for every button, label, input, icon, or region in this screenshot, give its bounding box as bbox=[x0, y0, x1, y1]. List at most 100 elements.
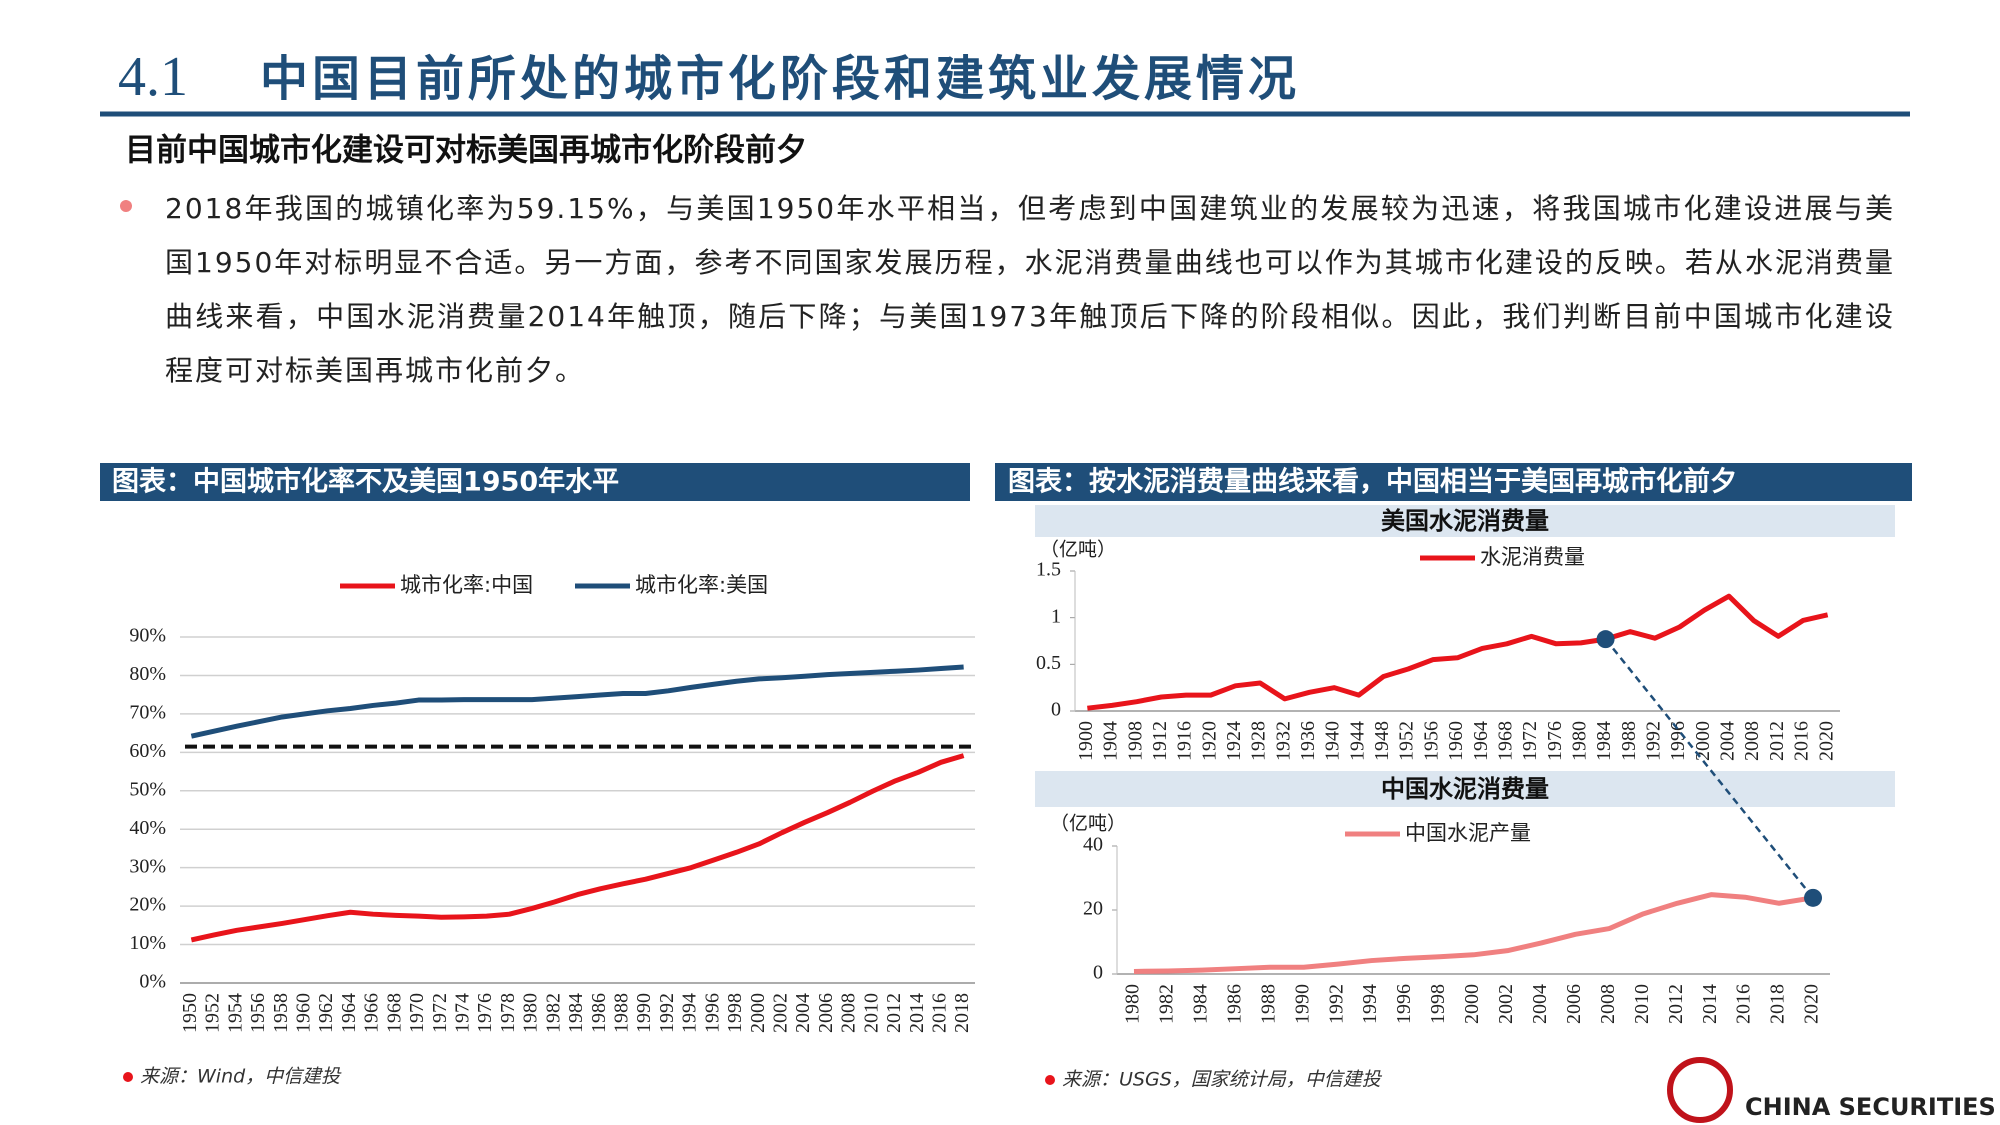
series-line bbox=[1133, 892, 1814, 974]
x-tick-label: 1998 bbox=[724, 993, 746, 1033]
x-tick-label: 1986 bbox=[588, 993, 610, 1033]
x-tick-label: 1952 bbox=[1396, 721, 1418, 761]
x-tick-label: 2012 bbox=[1665, 984, 1687, 1024]
x-tick-label: 1978 bbox=[497, 993, 519, 1033]
y-tick-label: 40% bbox=[129, 817, 166, 839]
x-tick-label: 1988 bbox=[1618, 721, 1640, 761]
section-number: 4.1 bbox=[118, 46, 188, 108]
y-tick-label: 40 bbox=[1083, 834, 1103, 856]
x-tick-label: 2004 bbox=[1529, 984, 1551, 1024]
chart-title-band bbox=[1035, 505, 1895, 537]
y-tick-label: 80% bbox=[129, 663, 166, 685]
x-tick-label: 1962 bbox=[315, 993, 337, 1033]
x-tick-label: 2012 bbox=[883, 993, 905, 1033]
x-tick-label: 2016 bbox=[1733, 984, 1755, 1024]
y-tick-label: 70% bbox=[129, 701, 166, 723]
y-unit: （亿吨） bbox=[1050, 813, 1126, 835]
chart-title: 美国水泥消费量 bbox=[1381, 507, 1549, 535]
x-tick-label: 2018 bbox=[951, 993, 973, 1033]
x-tick-label: 1980 bbox=[1568, 721, 1590, 761]
x-tick-label: 1988 bbox=[611, 993, 633, 1033]
x-tick-label: 1976 bbox=[1544, 721, 1566, 761]
x-tick-label: 1958 bbox=[270, 993, 292, 1033]
x-tick-label: 1968 bbox=[383, 993, 405, 1033]
x-tick-label: 2008 bbox=[1741, 721, 1763, 761]
x-tick-label: 1964 bbox=[1470, 721, 1492, 761]
x-tick-label: 1972 bbox=[1519, 721, 1541, 761]
x-tick-label: 2008 bbox=[1597, 984, 1619, 1024]
x-tick-label: 2002 bbox=[1495, 984, 1517, 1024]
x-tick-label: 2018 bbox=[1767, 984, 1789, 1024]
logo-text: CHINA SECURITIES bbox=[1745, 1093, 1996, 1121]
x-tick-label: 1932 bbox=[1272, 721, 1294, 761]
x-tick-label: 1992 bbox=[1325, 984, 1347, 1024]
x-tick-label: 2012 bbox=[1766, 721, 1788, 761]
panel-header bbox=[100, 463, 970, 501]
y-tick-label: 60% bbox=[129, 740, 166, 762]
x-tick-label: 2006 bbox=[1563, 984, 1585, 1024]
x-tick-label: 1992 bbox=[656, 993, 678, 1033]
logo-mark bbox=[1667, 1057, 1733, 1123]
source-bullet bbox=[1045, 1075, 1055, 1085]
y-tick-label: 0 bbox=[1093, 962, 1103, 984]
panel-title: 图表：按水泥消费量曲线来看，中国相当于美国再城市化前夕 bbox=[1008, 466, 1737, 498]
x-tick-label: 1924 bbox=[1223, 721, 1245, 761]
x-tick-label: 1988 bbox=[1257, 984, 1279, 1024]
y-tick-label: 20% bbox=[129, 894, 166, 916]
x-tick-label: 1990 bbox=[1291, 984, 1313, 1024]
source-bullet bbox=[123, 1072, 133, 1082]
x-tick-label: 1960 bbox=[293, 993, 315, 1033]
x-tick-label: 2010 bbox=[1631, 984, 1653, 1024]
x-tick-label: 1984 bbox=[565, 993, 587, 1033]
subtitle: 目前中国城市化建设可对标美国再城市化阶段前夕 bbox=[125, 133, 807, 169]
x-tick-label: 2010 bbox=[860, 993, 882, 1033]
legend-label: 中国水泥产量 bbox=[1405, 821, 1531, 845]
x-tick-label: 1964 bbox=[338, 993, 360, 1033]
x-tick-label: 1928 bbox=[1248, 721, 1270, 761]
series-line bbox=[190, 664, 964, 739]
series-line bbox=[1087, 593, 1829, 711]
x-tick-label: 1982 bbox=[542, 993, 564, 1033]
legend-label: 水泥消费量 bbox=[1480, 545, 1585, 569]
x-tick-label: 1944 bbox=[1346, 721, 1368, 761]
x-tick-label: 1966 bbox=[361, 993, 383, 1033]
x-tick-label: 2020 bbox=[1815, 721, 1837, 761]
x-tick-label: 1954 bbox=[224, 993, 246, 1033]
x-tick-label: 1986 bbox=[1223, 984, 1245, 1024]
x-tick-label: 2000 bbox=[747, 993, 769, 1033]
x-tick-label: 1970 bbox=[406, 993, 428, 1033]
bullet bbox=[120, 200, 132, 212]
x-tick-label: 1912 bbox=[1149, 721, 1171, 761]
page-title: 中国目前所处的城市化阶段和建筑业发展情况 bbox=[260, 51, 1300, 107]
x-tick-label: 2014 bbox=[906, 993, 928, 1033]
x-tick-label: 2008 bbox=[838, 993, 860, 1033]
y-tick-label: 0 bbox=[1051, 699, 1061, 721]
series-line bbox=[190, 753, 965, 943]
x-tick-label: 1980 bbox=[1122, 984, 1144, 1024]
x-tick-label: 1996 bbox=[701, 993, 723, 1033]
y-tick-label: 0.5 bbox=[1036, 652, 1061, 674]
x-tick-label: 1984 bbox=[1189, 984, 1211, 1024]
panel-title: 图表：中国城市化率不及美国1950年水平 bbox=[112, 466, 619, 498]
x-tick-label: 1968 bbox=[1494, 721, 1516, 761]
x-tick-label: 2004 bbox=[1717, 721, 1739, 761]
chart-title: 中国水泥消费量 bbox=[1381, 775, 1549, 803]
x-tick-label: 1990 bbox=[633, 993, 655, 1033]
x-tick-label: 1980 bbox=[520, 993, 542, 1033]
y-tick-label: 30% bbox=[129, 855, 166, 877]
highlight-marker bbox=[1804, 888, 1823, 907]
x-tick-label: 1994 bbox=[1359, 984, 1381, 1024]
x-tick-label: 1996 bbox=[1667, 721, 1689, 761]
y-tick-label: 10% bbox=[129, 932, 166, 954]
y-tick-label: 1 bbox=[1051, 605, 1061, 627]
y-tick-label: 20 bbox=[1083, 898, 1103, 920]
y-tick-label: 90% bbox=[129, 625, 166, 647]
x-tick-label: 1992 bbox=[1643, 721, 1665, 761]
x-tick-label: 2006 bbox=[815, 993, 837, 1033]
x-tick-label: 2016 bbox=[929, 993, 951, 1033]
y-tick-label: 1.5 bbox=[1036, 559, 1061, 581]
x-tick-label: 1984 bbox=[1593, 721, 1615, 761]
y-tick-label: 0% bbox=[139, 971, 166, 993]
